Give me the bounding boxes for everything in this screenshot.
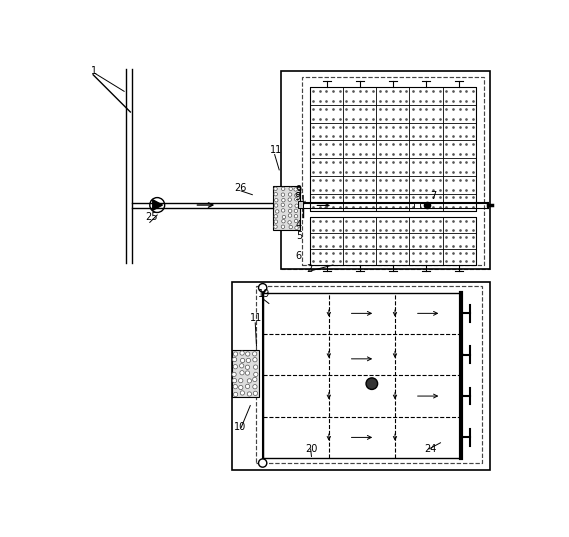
Circle shape	[288, 209, 292, 213]
Circle shape	[289, 187, 292, 191]
Circle shape	[247, 379, 251, 383]
Circle shape	[233, 393, 238, 397]
Circle shape	[240, 351, 244, 355]
Text: 25: 25	[145, 212, 157, 222]
Text: 11: 11	[250, 313, 262, 323]
Circle shape	[238, 379, 243, 383]
Bar	[232, 281, 490, 470]
Circle shape	[289, 226, 292, 229]
Circle shape	[282, 187, 285, 191]
Circle shape	[295, 204, 298, 207]
Circle shape	[282, 215, 286, 219]
Bar	[414, 203, 420, 208]
Circle shape	[274, 204, 278, 207]
Circle shape	[258, 459, 267, 467]
Circle shape	[232, 379, 237, 383]
Circle shape	[245, 365, 250, 369]
Circle shape	[253, 384, 257, 389]
Circle shape	[240, 364, 244, 368]
Circle shape	[274, 187, 277, 191]
Text: 3: 3	[296, 187, 302, 197]
Circle shape	[253, 365, 258, 369]
Circle shape	[295, 226, 298, 229]
Circle shape	[240, 371, 244, 375]
Text: 4: 4	[296, 220, 302, 230]
Circle shape	[295, 194, 298, 197]
Circle shape	[288, 214, 292, 217]
Text: 26: 26	[234, 183, 247, 193]
Circle shape	[248, 392, 251, 396]
Text: 24: 24	[424, 444, 436, 454]
Text: 19: 19	[258, 289, 270, 299]
Circle shape	[281, 203, 284, 207]
Text: 7: 7	[430, 191, 436, 201]
Text: 20: 20	[306, 444, 318, 454]
Bar	[257, 286, 482, 463]
Text: 9: 9	[296, 185, 302, 194]
Circle shape	[274, 225, 277, 228]
Text: 1: 1	[91, 66, 97, 76]
Circle shape	[254, 372, 258, 376]
Circle shape	[253, 378, 257, 382]
Circle shape	[253, 391, 258, 395]
Circle shape	[274, 192, 278, 196]
Circle shape	[233, 384, 237, 389]
Circle shape	[246, 352, 250, 356]
Bar	[281, 71, 490, 269]
Bar	[310, 87, 476, 211]
Circle shape	[274, 199, 278, 202]
Circle shape	[240, 391, 245, 395]
Circle shape	[294, 219, 298, 223]
Circle shape	[288, 221, 291, 224]
Text: 6: 6	[296, 251, 302, 262]
Text: 10: 10	[234, 422, 246, 432]
Bar	[302, 77, 484, 265]
Polygon shape	[152, 200, 162, 211]
Circle shape	[232, 372, 236, 376]
Circle shape	[274, 220, 278, 223]
Circle shape	[281, 193, 284, 197]
Circle shape	[258, 284, 267, 292]
Bar	[263, 293, 461, 458]
Text: 11: 11	[270, 144, 282, 155]
Circle shape	[282, 199, 285, 202]
Circle shape	[233, 352, 238, 356]
Circle shape	[295, 198, 298, 201]
Circle shape	[288, 193, 292, 196]
Text: 5: 5	[296, 231, 302, 241]
Circle shape	[241, 358, 245, 362]
Circle shape	[238, 386, 243, 390]
Circle shape	[274, 215, 278, 218]
Circle shape	[232, 358, 237, 362]
Circle shape	[288, 198, 291, 201]
Circle shape	[288, 204, 292, 207]
Bar	[273, 186, 300, 230]
Circle shape	[233, 365, 237, 369]
Text: 9: 9	[295, 192, 300, 202]
Circle shape	[246, 358, 250, 362]
Circle shape	[253, 358, 257, 362]
Bar	[310, 217, 476, 265]
Text: 2: 2	[306, 264, 312, 274]
Bar	[298, 201, 303, 208]
Circle shape	[366, 378, 378, 389]
Bar	[232, 350, 258, 397]
Circle shape	[294, 214, 298, 218]
Circle shape	[282, 220, 285, 223]
Circle shape	[275, 210, 279, 213]
Circle shape	[245, 384, 250, 389]
Circle shape	[294, 209, 298, 213]
Circle shape	[281, 225, 284, 229]
Circle shape	[294, 188, 298, 191]
Circle shape	[245, 371, 250, 375]
Circle shape	[282, 209, 285, 212]
Circle shape	[253, 352, 257, 356]
